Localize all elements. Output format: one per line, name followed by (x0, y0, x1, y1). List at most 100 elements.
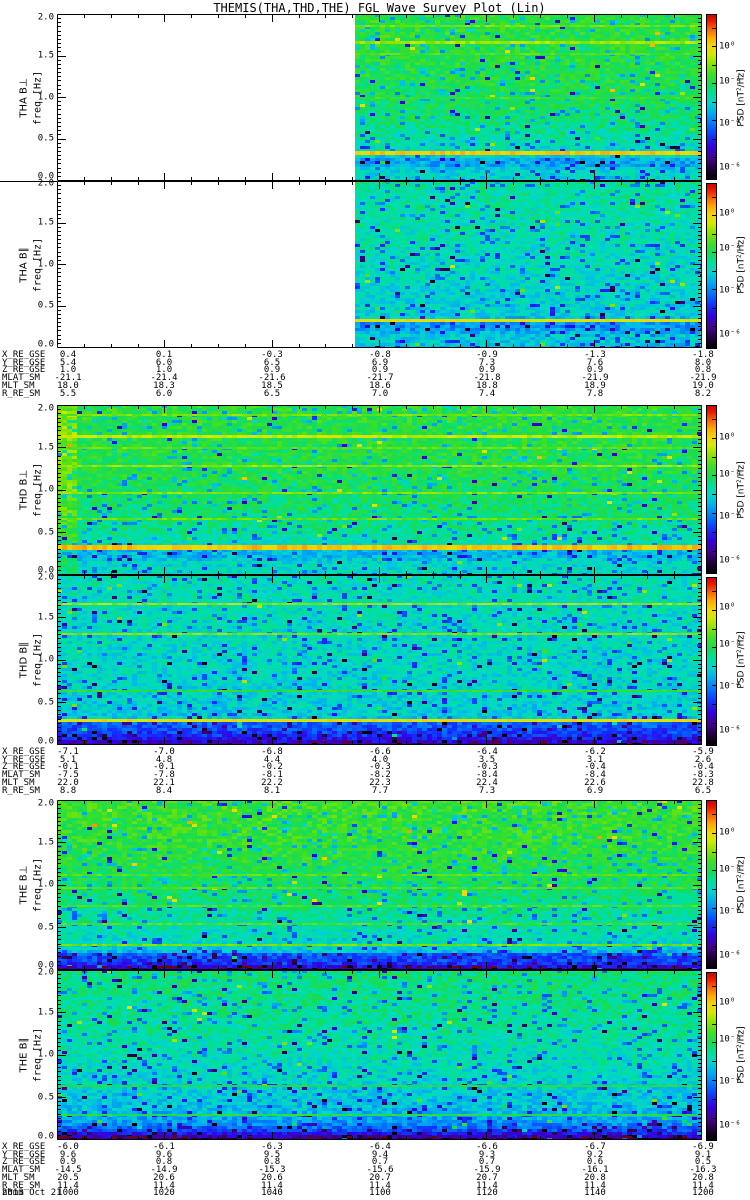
ephemeris-row-label: X_RE_GSE (2, 350, 46, 360)
ephemeris-value: 11.4 (692, 1180, 714, 1191)
ephemeris-value: 0.8 (694, 365, 712, 376)
ephemeris-value: 18.9 (584, 380, 606, 391)
ephemeris-value: -0.8 (369, 350, 391, 360)
ephemeris-value: -1.8 (692, 350, 714, 360)
ephemeris-value: -0.2 (261, 762, 283, 773)
ephemeris-value: 20.6 (153, 1172, 175, 1183)
ephemeris-value: 11.4 (584, 1180, 606, 1191)
colorbar-tick-label: 10⁻⁶ (719, 950, 741, 961)
colorbar-tick-label: 10⁰ (719, 997, 736, 1008)
ephemeris-value: 0.6 (586, 1157, 604, 1168)
ephemeris-value: 8.0 (694, 357, 712, 368)
psd-axis-label: PSD [nT²/Hz] (736, 68, 747, 127)
ephemeris-value: 0.9 (371, 365, 389, 376)
ephemeris-value: 6.5 (694, 785, 712, 796)
y-tick-label: 1.0 (37, 484, 54, 495)
spectrogram-thd (57, 405, 702, 745)
ephemeris-value: 8.1 (263, 785, 281, 796)
ephemeris-value: -21.8 (473, 373, 501, 384)
y-tick-label: 2.0 (37, 12, 54, 23)
ephemeris-value: 20.8 (692, 1172, 714, 1183)
ephemeris-value: -0.3 (476, 762, 498, 773)
y-tick-label: 1.5 (37, 612, 54, 622)
ephemeris-value: -6.8 (261, 747, 283, 757)
psd-axis-label: PSD [nT²/Hz] (736, 461, 747, 519)
ephemeris-row-label: R_RE_SM (2, 785, 40, 796)
ephemeris-value: -21.6 (258, 373, 286, 384)
colorbar-tha (706, 14, 717, 349)
ephemeris-value: 9.5 (263, 1149, 281, 1160)
y-tick-label: 0.0 (37, 960, 54, 971)
ephemeris-value: 22.3 (369, 777, 391, 788)
ephemeris-value: -5.9 (692, 747, 714, 757)
colorbar-tick-label: 10⁰ (719, 827, 736, 838)
psd-axis-label: PSD [nT²/Hz] (736, 1026, 747, 1084)
ephemeris-row-label: MLAT_SM (2, 1165, 40, 1176)
time-tick-label: 1100 (369, 1188, 391, 1199)
ephemeris-row-label: Z_RE_GSE (2, 365, 46, 376)
ephemeris-row-label: X_RE_GSE (2, 1142, 46, 1152)
ephemeris-value: -6.0 (57, 1142, 79, 1152)
ephemeris-value: 4.4 (263, 754, 281, 765)
colorbar-tick-label: 10⁻⁶ (719, 162, 741, 173)
ephemeris-value: -0.4 (584, 762, 606, 773)
ephemeris-row-label: Y_RE_GSE (2, 357, 46, 368)
ephemeris-value: -6.4 (476, 747, 498, 757)
y-tick-label: 0.5 (37, 1092, 54, 1102)
ephemeris-row-label: MLAT_SM (2, 373, 40, 384)
ephemeris-value: 5.4 (59, 357, 77, 368)
colorbar-tick-label: 10⁻⁴ (719, 681, 741, 692)
psd-axis-label: PSD [nT²/Hz] (736, 631, 747, 689)
ephemeris-value: -0.3 (261, 350, 283, 360)
colorbar-tick-label: 10⁻⁴ (719, 1076, 741, 1087)
time-tick-label: 1120 (476, 1188, 498, 1199)
ephemeris-value: -8.3 (692, 770, 714, 781)
ephemeris-value: -15.9 (473, 1165, 501, 1176)
colorbar-tick-label: 10⁻⁴ (719, 118, 741, 129)
ephemeris-value: -16.1 (581, 1165, 609, 1176)
ephemeris-value: 0.1 (155, 350, 173, 360)
y-tick-label: 0.0 (37, 736, 54, 747)
ephemeris-value: 8.2 (694, 388, 712, 399)
ephemeris-value: 6.5 (263, 357, 281, 368)
ephemeris-value: -21.7 (366, 373, 394, 384)
ephemeris-value: -8.2 (369, 770, 391, 781)
time-tick-label: 1020 (153, 1188, 175, 1199)
y-tick-label: 1.0 (37, 654, 54, 665)
ephemeris-value: 9.6 (155, 1149, 173, 1160)
y-tick-label: 2.0 (37, 403, 54, 414)
ephemeris-value: 18.5 (261, 380, 283, 391)
ephemeris-row-label: R_RE_SM (2, 1180, 40, 1191)
ephemeris-row-label: MLAT_SM (2, 770, 40, 781)
ephemeris-value: -14.5 (54, 1165, 82, 1176)
ephemeris-value: -0.1 (57, 762, 79, 773)
y-tick-label: 1.5 (37, 50, 54, 61)
ephemeris-value: 11.4 (476, 1180, 498, 1191)
ephemeris-value: 9.4 (371, 1149, 389, 1160)
ephemeris-value: -6.1 (153, 1142, 175, 1152)
ephemeris-value: 0.9 (478, 365, 496, 376)
ephemeris-value: 11.4 (153, 1180, 175, 1191)
ephemeris-value: 11.4 (261, 1180, 283, 1191)
ephemeris-value: -7.8 (153, 770, 175, 781)
colorbar-thd (706, 405, 717, 746)
ephemeris-value: 20.6 (261, 1172, 283, 1183)
ephemeris-value: 0.8 (155, 1157, 173, 1168)
colorbar-tick-label: 10⁻⁶ (719, 725, 741, 736)
spectrogram-the (57, 800, 702, 1140)
ephemeris-value: 9.1 (694, 1149, 712, 1160)
ephemeris-value: -8.4 (476, 770, 498, 781)
ephemeris-value: -21.9 (581, 373, 609, 384)
colorbar-tick-label: 10⁻⁶ (719, 329, 741, 340)
ephemeris-row-label: MLT_SM (2, 1172, 35, 1183)
ephemeris-value: -21.4 (150, 373, 178, 384)
ephemeris-value: -21.1 (54, 373, 82, 384)
ephemeris-value: 22.0 (57, 777, 79, 788)
ephemeris-value: -15.6 (366, 1165, 394, 1176)
ephemeris-value: 9.6 (59, 1149, 77, 1160)
ephemeris-value: 9.3 (478, 1149, 496, 1160)
ephemeris-value: 8.4 (155, 785, 173, 796)
ephemeris-value: -16.3 (689, 1165, 717, 1176)
y-tick-label: 2.0 (37, 798, 54, 809)
